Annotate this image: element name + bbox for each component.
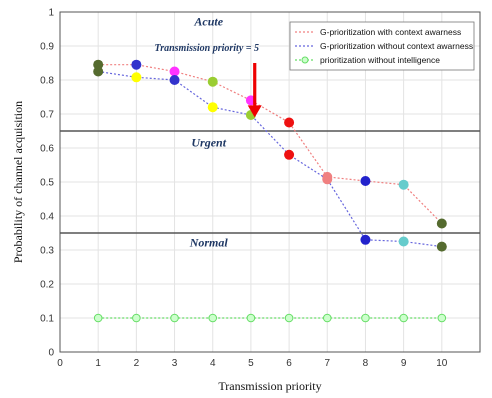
data-point	[132, 313, 141, 323]
legend-box	[289, 21, 475, 71]
data-point	[398, 236, 409, 247]
legend-entry: prioritization without intelligence	[295, 55, 440, 65]
y-tick-label: 0	[48, 348, 54, 359]
data-point	[284, 313, 294, 323]
y-tick-label: 0.9	[40, 42, 54, 53]
x-tick-label: 5	[248, 358, 254, 369]
data-point	[360, 175, 371, 186]
zone-labels: Acute Urgent Normal	[189, 15, 229, 250]
x-tick-label: 1	[95, 358, 101, 369]
data-point	[284, 117, 295, 128]
y-tick-label: 0.5	[40, 178, 54, 189]
data-point	[436, 218, 447, 229]
data-point	[207, 76, 218, 87]
data-point	[169, 75, 180, 85]
legend: G-prioritization with context awarness G-…	[289, 21, 475, 71]
data-point	[322, 174, 333, 185]
x-tick-label: 4	[210, 358, 216, 369]
zone-label: Urgent	[191, 135, 226, 149]
data-point	[131, 72, 142, 83]
y-tick-label: 0.4	[40, 212, 54, 223]
data-point	[169, 66, 180, 77]
data-point	[436, 241, 447, 252]
data-point	[360, 234, 371, 245]
plot-frame	[59, 11, 481, 353]
annotation-arrow-head	[247, 105, 262, 118]
y-tick-label: 0.8	[40, 76, 54, 87]
y-tick-label: 0.2	[40, 280, 54, 291]
y-axis-label: Probability of channel acquisition	[11, 101, 25, 263]
x-tick-label: 0	[57, 358, 63, 369]
data-point	[131, 59, 142, 70]
legend-label: prioritization without intelligence	[320, 55, 440, 65]
series-3	[93, 313, 447, 323]
y-tick-label: 0.3	[40, 246, 54, 257]
data-point	[398, 179, 409, 190]
x-tick-label: 8	[363, 358, 369, 369]
legend-label: G-prioritization with context awarness	[320, 27, 461, 37]
data-point	[437, 313, 447, 323]
y-tick-label: 0.1	[40, 314, 54, 325]
tick-labels: 0 1 2 3 4 5 6 7 8 9 10 0 0.1 0.2 0.3 0.4 0.5 0.6 0.7 0.8 0.9…	[40, 8, 448, 370]
x-tick-label: 6	[286, 358, 292, 369]
y-tick-label: 0.7	[40, 110, 54, 121]
data-point	[246, 313, 256, 323]
data-point	[93, 66, 104, 77]
data-point	[93, 313, 103, 323]
y-tick-label: 1	[48, 8, 54, 19]
y-tick-label: 0.6	[40, 144, 54, 155]
legend-entry: G-prioritization without context awarnes…	[295, 41, 473, 51]
data-point	[170, 313, 179, 323]
zone-label: Acute	[193, 15, 223, 29]
x-tick-label: 10	[436, 358, 448, 369]
annotation: Transmission priority = 5	[154, 43, 262, 118]
x-axis-label: Transmission priority	[218, 379, 321, 393]
x-tick-label: 3	[172, 358, 178, 369]
legend-label: G-prioritization without context awarnes…	[320, 41, 473, 51]
legend-entry: G-prioritization with context awarness	[295, 27, 461, 37]
x-tick-label: 7	[324, 358, 330, 369]
data-point	[207, 102, 218, 113]
data-point	[399, 313, 408, 323]
data-point	[361, 313, 370, 323]
series-line	[98, 64, 443, 224]
zone-label: Normal	[189, 236, 229, 250]
annotation-text: Transmission priority = 5	[154, 43, 259, 54]
data-point	[322, 313, 332, 323]
x-tick-label: 9	[401, 358, 407, 369]
data-point	[208, 313, 218, 323]
threshold-lines	[60, 130, 480, 234]
series	[93, 59, 447, 323]
x-tick-label: 2	[134, 358, 140, 369]
data-point	[284, 149, 295, 160]
series-line	[98, 70, 442, 248]
legend-swatch-marker	[301, 56, 309, 64]
